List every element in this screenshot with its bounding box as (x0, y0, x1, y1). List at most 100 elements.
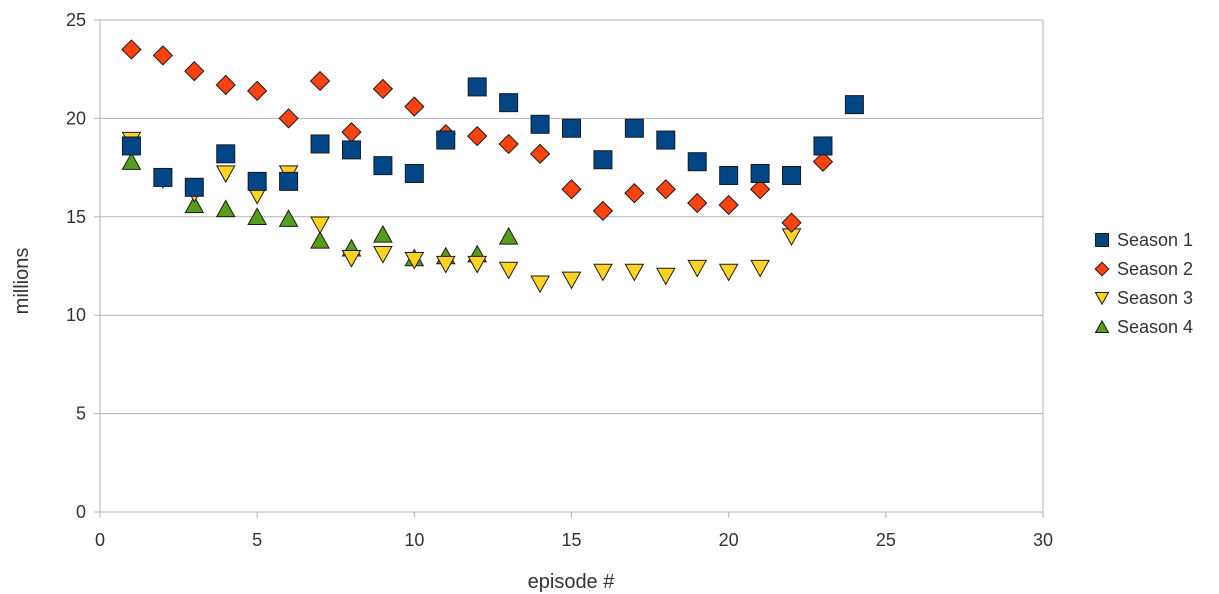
series-season-2 (121, 39, 834, 233)
series-season-4 (121, 152, 519, 267)
series-season-1 (121, 77, 864, 197)
legend-marker (1094, 319, 1110, 334)
axes: 0 5 10 15 20 25 0 5 10 15 20 25 30 (66, 10, 1053, 550)
x-tick-label: 10 (404, 530, 424, 550)
data-point (215, 74, 236, 96)
data-point (184, 61, 205, 82)
data-point (782, 165, 802, 185)
legend-marker (1094, 261, 1110, 277)
data-point (655, 179, 676, 200)
data-point (813, 136, 833, 156)
y-tick-label: 15 (66, 207, 86, 227)
data-point (562, 118, 581, 138)
data-point (750, 259, 770, 278)
data-point (215, 165, 236, 184)
data-point (749, 179, 771, 200)
data-point (624, 118, 644, 138)
x-tick-label: 5 (252, 530, 262, 550)
data-point (341, 122, 362, 143)
legend-label: Season 1 (1117, 230, 1193, 250)
data-point (498, 261, 519, 280)
y-tick-label: 20 (66, 108, 86, 128)
data-point (279, 171, 299, 191)
data-point (310, 216, 330, 235)
data-point (687, 192, 708, 214)
legend-item: Season 3 (1094, 288, 1193, 308)
data-point (310, 230, 330, 249)
data-point (687, 152, 707, 172)
data-point (404, 96, 425, 117)
x-tick-label: 20 (719, 530, 739, 550)
data-point (593, 150, 613, 170)
legend-item: Season 4 (1094, 317, 1193, 337)
data-point (656, 130, 676, 150)
data-point (121, 39, 142, 60)
data-point (498, 226, 519, 245)
legend: Season 1 Season 2 Season 3 Season 4 (1094, 230, 1193, 337)
data-point (247, 207, 268, 225)
data-point (467, 77, 487, 97)
data-point (310, 134, 330, 154)
gridlines (100, 19, 1043, 513)
data-point (593, 263, 613, 282)
data-point (121, 152, 142, 170)
data-point (373, 246, 393, 264)
data-point (498, 133, 519, 155)
data-point (750, 164, 770, 184)
legend-label: Season 3 (1117, 288, 1193, 308)
data-point (467, 125, 488, 147)
data-point (404, 251, 425, 270)
data-point (624, 263, 645, 282)
legend-marker (1094, 291, 1110, 306)
data-point (435, 255, 456, 274)
data-point (561, 179, 582, 200)
data-point (530, 114, 550, 134)
data-point (624, 183, 645, 204)
y-tick-label: 0 (76, 502, 86, 522)
y-tick-label: 25 (66, 10, 86, 30)
data-point (719, 165, 739, 185)
data-point (278, 108, 299, 129)
data-point (718, 263, 739, 282)
data-point (467, 255, 488, 274)
data-point (373, 156, 393, 176)
data-point (278, 209, 299, 227)
legend-marker (1095, 233, 1109, 247)
data-point (184, 195, 205, 214)
data-point (844, 95, 864, 115)
data-point (687, 259, 708, 278)
data-point (530, 275, 550, 294)
data-point (592, 200, 614, 222)
data-point (499, 93, 519, 113)
data-point (184, 177, 204, 197)
legend-label: Season 4 (1117, 317, 1193, 337)
x-tick-label: 15 (561, 530, 581, 550)
data-point (247, 80, 268, 102)
x-tick-label: 30 (1033, 530, 1053, 550)
data-point (215, 199, 236, 218)
y-axis-title: millions (11, 248, 33, 315)
data-point (247, 171, 267, 191)
data-point (561, 271, 582, 290)
y-tick-label: 10 (66, 305, 86, 325)
data-point (436, 130, 456, 150)
data-point (812, 151, 834, 172)
legend-label: Season 2 (1117, 259, 1193, 279)
data-point (341, 140, 361, 160)
legend-item: Season 2 (1094, 259, 1193, 279)
data-point (529, 143, 551, 164)
data-point (309, 70, 331, 92)
legend-item: Season 1 (1095, 230, 1193, 250)
x-tick-label: 25 (876, 530, 896, 550)
data-point (152, 45, 174, 66)
y-tick-label: 5 (76, 404, 86, 424)
x-axis-title: episode # (528, 571, 616, 593)
data-point (781, 212, 802, 233)
data-point (121, 136, 141, 156)
data-point (153, 167, 173, 187)
data-point (216, 144, 236, 164)
data-point (404, 164, 424, 184)
x-tick-label: 0 (95, 530, 105, 550)
data-points (121, 39, 864, 294)
